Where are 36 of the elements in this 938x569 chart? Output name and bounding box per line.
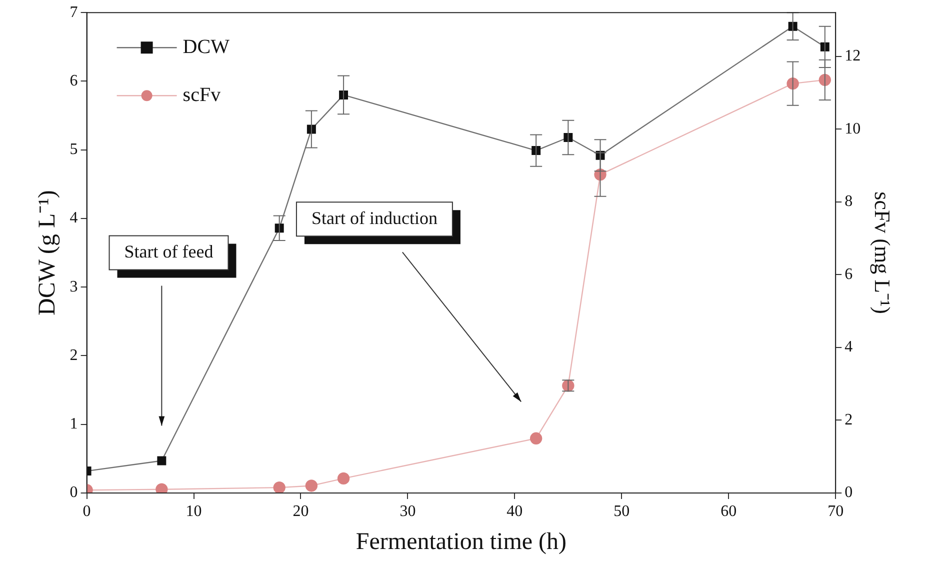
x-tick-label: 40 [506,502,523,520]
annotation: Start of feed [124,242,214,262]
point [156,483,168,493]
x-tick-label: 70 [828,502,844,520]
y2-axis-title: scFv (mg L⁻¹) [870,192,896,314]
point [337,472,350,485]
point [530,432,542,445]
point [273,481,286,493]
y-axis-title: DCW (g L⁻¹) [34,190,61,316]
y-tick-label: 5 [70,141,78,158]
x-axis-title: Fermentation time (h) [356,528,567,555]
y-tick-label: 7 [70,4,78,21]
y2-tick-label: 6 [844,266,853,283]
y2-tick-label: 8 [844,193,853,210]
legend-label: scFv [182,84,221,106]
y2-tick-label: 0 [844,484,853,502]
y2-tick-label: 10 [844,120,861,138]
x-tick-label: 30 [400,502,416,520]
x-tick-label: 0 [82,502,91,520]
point [305,480,318,492]
x-tick-label: 50 [614,502,630,520]
y-tick-label: 0 [70,484,78,502]
y-tick-label: 6 [70,72,78,90]
y2-tick-label: 12 [844,47,861,64]
x-tick-label: 60 [720,502,737,520]
y-tick-label: 1 [70,416,78,433]
x-tick-label: 10 [186,502,202,520]
y-tick-label: 2 [70,346,78,364]
legend-label: DCW [182,36,230,58]
y-tick-label: 3 [70,278,78,296]
annotation: Start of induction [311,208,438,228]
y2-tick-label: 2 [844,411,853,428]
y2-tick-label: 4 [844,338,853,356]
x-tick-label: 20 [292,502,309,520]
point [157,456,166,466]
y-tick-label: 4 [70,210,78,227]
